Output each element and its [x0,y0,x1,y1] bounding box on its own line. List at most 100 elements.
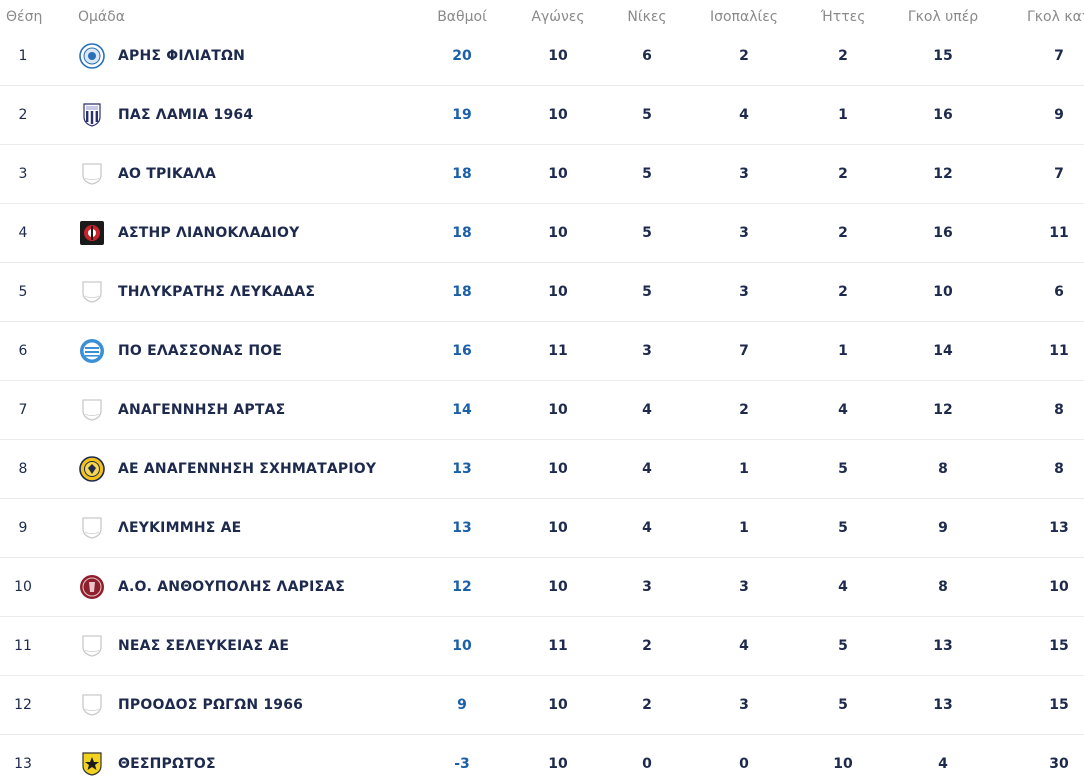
goals-for-cell: 16 [933,225,953,241]
table-row[interactable]: 5 ΤΗΛΥΚΡΑΤΗΣ ΛΕΥΚΑΔΑΣ 18 10 5 3 2 10 6 [0,263,1084,322]
losses-cell: 10 [833,756,853,772]
points-cell: 16 [452,343,472,359]
team-name-link[interactable]: Α.Ο. ΑΝΘΟΥΠΟΛΗΣ ΛΑΡΙΣΑΣ [118,579,346,595]
table-row[interactable]: 1 ΑΡΗΣ ΦΙΛΙΑΤΩΝ 20 10 6 2 2 15 7 [0,27,1084,86]
poe-crest-icon[interactable] [79,338,105,364]
table-row[interactable]: 3 ΑΟ ΤΡΙΚΑΛΑ 18 10 5 3 2 12 7 [0,145,1084,204]
team-name-link[interactable]: ΑΣΤΗΡ ΛΙΑΝΟΚΛΑΔΙΟΥ [118,225,300,241]
team-name-link[interactable]: ΛΕΥΚΙΜΜΗΣ ΑΕ [118,520,242,536]
points-cell: 13 [452,520,472,536]
points-cell: 10 [452,638,472,654]
anagennisi-schimatariou-crest-icon[interactable] [79,456,105,482]
table-row[interactable]: 4 ΑΣΤΗΡ ΛΙΑΝΟΚΛΑΔΙΟΥ 18 10 5 3 2 16 11 [0,204,1084,263]
pas-lamia-crest-icon[interactable] [79,102,105,128]
played-cell: 10 [548,48,568,64]
placeholder-shield-icon[interactable] [79,633,105,659]
goals-against-cell: 11 [1049,343,1069,359]
goals-for-cell: 12 [933,402,953,418]
wins-cell: 0 [642,756,652,772]
table-row[interactable]: 10 Α.Ο. ΑΝΘΟΥΠΟΛΗΣ ΛΑΡΙΣΑΣ 12 10 3 3 4 8 10 [0,558,1084,617]
goals-against-cell: 7 [1054,48,1064,64]
header-team[interactable]: Ομάδα [78,9,125,25]
position-cell: 7 [18,402,28,418]
table-row[interactable]: 12 ΠΡΟΟΔΟΣ ΡΩΓΩΝ 1966 9 10 2 3 5 13 15 [0,676,1084,735]
anthoupolis-crest-icon[interactable] [79,574,105,600]
losses-cell: 1 [838,107,848,123]
played-cell: 10 [548,520,568,536]
team-name-link[interactable]: ΠΡΟΟΔΟΣ ΡΩΓΩΝ 1966 [118,697,304,713]
position-cell: 8 [18,461,28,477]
points-cell: 20 [452,48,472,64]
team-name-link[interactable]: ΠΟ ΕΛΑΣΣΟΝΑΣ ΠΟΕ [118,343,283,359]
table-row[interactable]: 9 ΛΕΥΚΙΜΜΗΣ ΑΕ 13 10 4 1 5 9 13 [0,499,1084,558]
position-cell: 4 [18,225,28,241]
goals-against-cell: 8 [1054,461,1064,477]
table-row[interactable]: 11 ΝΕΑΣ ΣΕΛΕΥΚΕΙΑΣ ΑΕ 10 11 2 4 5 13 15 [0,617,1084,676]
goals-against-cell: 9 [1054,107,1064,123]
goals-for-cell: 15 [933,48,953,64]
played-cell: 10 [548,107,568,123]
header-points[interactable]: Βαθμοί [437,9,487,25]
losses-cell: 4 [838,402,848,418]
team-name-link[interactable]: ΝΕΑΣ ΣΕΛΕΥΚΕΙΑΣ ΑΕ [118,638,290,654]
header-draws[interactable]: Ισοπαλίες [709,9,779,25]
points-cell: 18 [452,166,472,182]
losses-cell: 5 [838,638,848,654]
position-cell: 12 [14,697,32,713]
points-cell: 18 [452,225,472,241]
points-cell: 14 [452,402,472,418]
losses-cell: 2 [838,225,848,241]
table-row[interactable]: 13 ΘΕΣΠΡΩΤΟΣ -3 10 0 0 10 4 30 [0,735,1084,778]
wins-cell: 4 [642,520,652,536]
table-row[interactable]: 6 ΠΟ ΕΛΑΣΣΟΝΑΣ ΠΟΕ 16 11 3 7 1 14 11 [0,322,1084,381]
placeholder-shield-icon[interactable] [79,515,105,541]
header-position[interactable]: Θέση [6,9,43,25]
table-row[interactable]: 7 ΑΝΑΓΕΝΝΗΣΗ ΑΡΤΑΣ 14 10 4 2 4 12 8 [0,381,1084,440]
draws-cell: 2 [739,48,749,64]
placeholder-shield-icon[interactable] [79,397,105,423]
played-cell: 10 [548,402,568,418]
placeholder-shield-icon[interactable] [79,692,105,718]
team-name-link[interactable]: ΑΕ ΑΝΑΓΕΝΝΗΣΗ ΣΧΗΜΑΤΑΡΙΟΥ [118,461,377,477]
placeholder-shield-icon[interactable] [79,279,105,305]
goals-for-cell: 8 [938,579,948,595]
table-row[interactable]: 2 ΠΑΣ ΛΑΜΙΑ 1964 19 10 5 4 1 16 9 [0,86,1084,145]
goals-for-cell: 13 [933,697,953,713]
team-name-link[interactable]: ΘΕΣΠΡΩΤΟΣ [118,756,216,772]
wins-cell: 4 [642,402,652,418]
aris-filiaton-crest-icon[interactable] [79,43,105,69]
team-name-link[interactable]: ΑΝΑΓΕΝΝΗΣΗ ΑΡΤΑΣ [118,402,286,418]
team-name-link[interactable]: ΑΡΗΣ ΦΙΛΙΑΤΩΝ [118,48,246,64]
position-cell: 1 [18,48,28,64]
played-cell: 10 [548,225,568,241]
header-wins[interactable]: Νίκες [627,9,667,25]
losses-cell: 5 [838,697,848,713]
astir-crest-icon[interactable] [79,220,105,246]
position-cell: 5 [18,284,28,300]
thesprotos-crest-icon[interactable] [79,751,105,777]
draws-cell: 4 [739,107,749,123]
position-cell: 6 [18,343,28,359]
header-goals-against[interactable]: Γκολ κατά [1027,9,1084,25]
goals-for-cell: 8 [938,461,948,477]
table-row[interactable]: 8 ΑΕ ΑΝΑΓΕΝΝΗΣΗ ΣΧΗΜΑΤΑΡΙΟΥ 13 10 4 1 5 8 8 [0,440,1084,499]
position-cell: 2 [18,107,28,123]
losses-cell: 5 [838,461,848,477]
header-losses[interactable]: Ήττες [820,9,866,25]
team-name-link[interactable]: ΤΗΛΥΚΡΑΤΗΣ ΛΕΥΚΑΔΑΣ [118,284,316,300]
points-cell: 13 [452,461,472,477]
points-cell: 19 [452,107,472,123]
goals-against-cell: 15 [1049,638,1069,654]
placeholder-shield-icon[interactable] [79,161,105,187]
table-header: Θέση Ομάδα Βαθμοί Αγώνες Νίκες Ισοπαλίες… [0,0,1084,36]
position-cell: 9 [18,520,28,536]
header-played[interactable]: Αγώνες [531,9,585,25]
wins-cell: 3 [642,343,652,359]
draws-cell: 3 [739,697,749,713]
draws-cell: 3 [739,166,749,182]
header-goals-for[interactable]: Γκολ υπέρ [907,9,979,25]
draws-cell: 3 [739,225,749,241]
points-cell: 9 [457,697,467,713]
team-name-link[interactable]: ΑΟ ΤΡΙΚΑΛΑ [118,166,216,182]
team-name-link[interactable]: ΠΑΣ ΛΑΜΙΑ 1964 [118,107,254,123]
